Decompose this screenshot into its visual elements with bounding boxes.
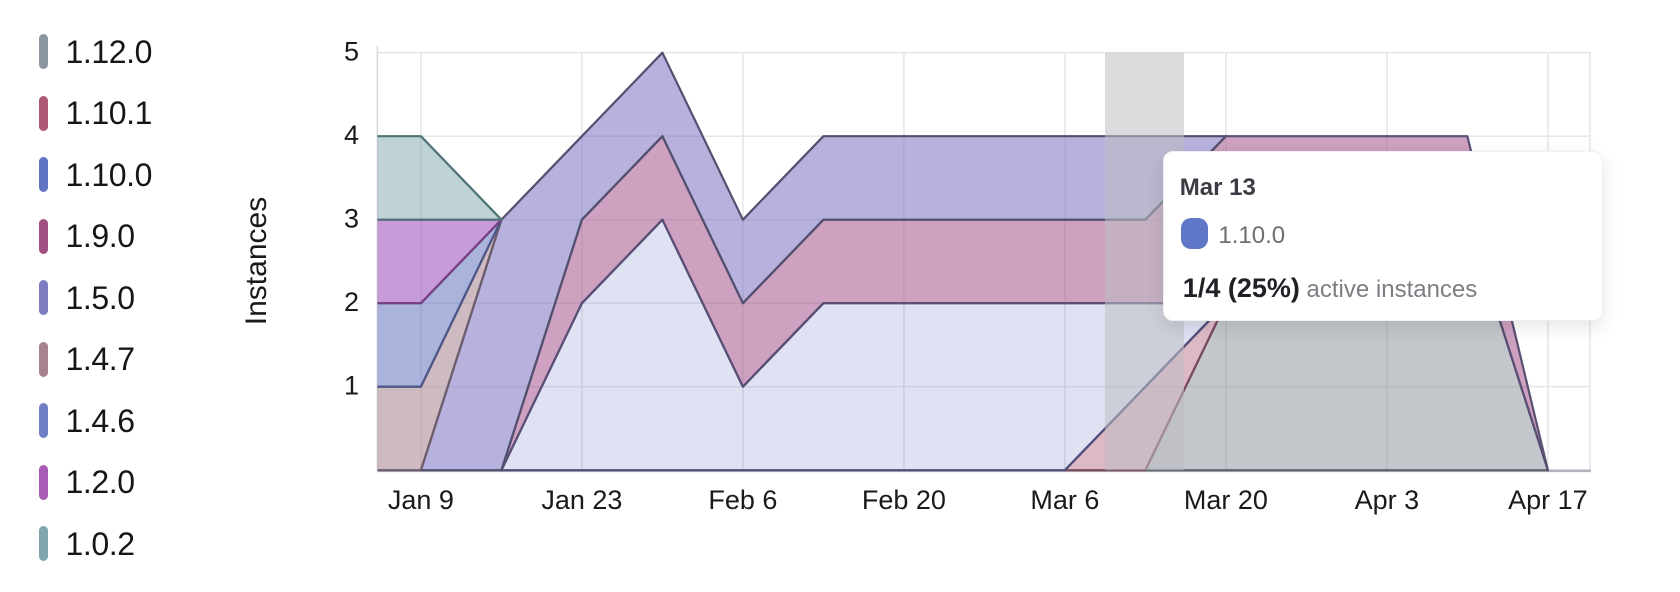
- svg-text:5: 5: [344, 36, 359, 66]
- svg-text:Apr 3: Apr 3: [1355, 485, 1420, 515]
- svg-text:2: 2: [344, 287, 359, 317]
- svg-text:Apr 17: Apr 17: [1508, 485, 1588, 515]
- svg-text:1: 1: [344, 370, 359, 400]
- svg-text:Jan 9: Jan 9: [388, 485, 454, 515]
- svg-text:Mar 6: Mar 6: [1030, 485, 1099, 515]
- svg-text:4: 4: [344, 120, 359, 150]
- svg-text:3: 3: [344, 203, 359, 233]
- svg-text:Feb 20: Feb 20: [862, 485, 946, 515]
- svg-text:Feb 6: Feb 6: [708, 485, 777, 515]
- svg-text:Mar 20: Mar 20: [1184, 485, 1268, 515]
- svg-text:Jan 23: Jan 23: [541, 485, 622, 515]
